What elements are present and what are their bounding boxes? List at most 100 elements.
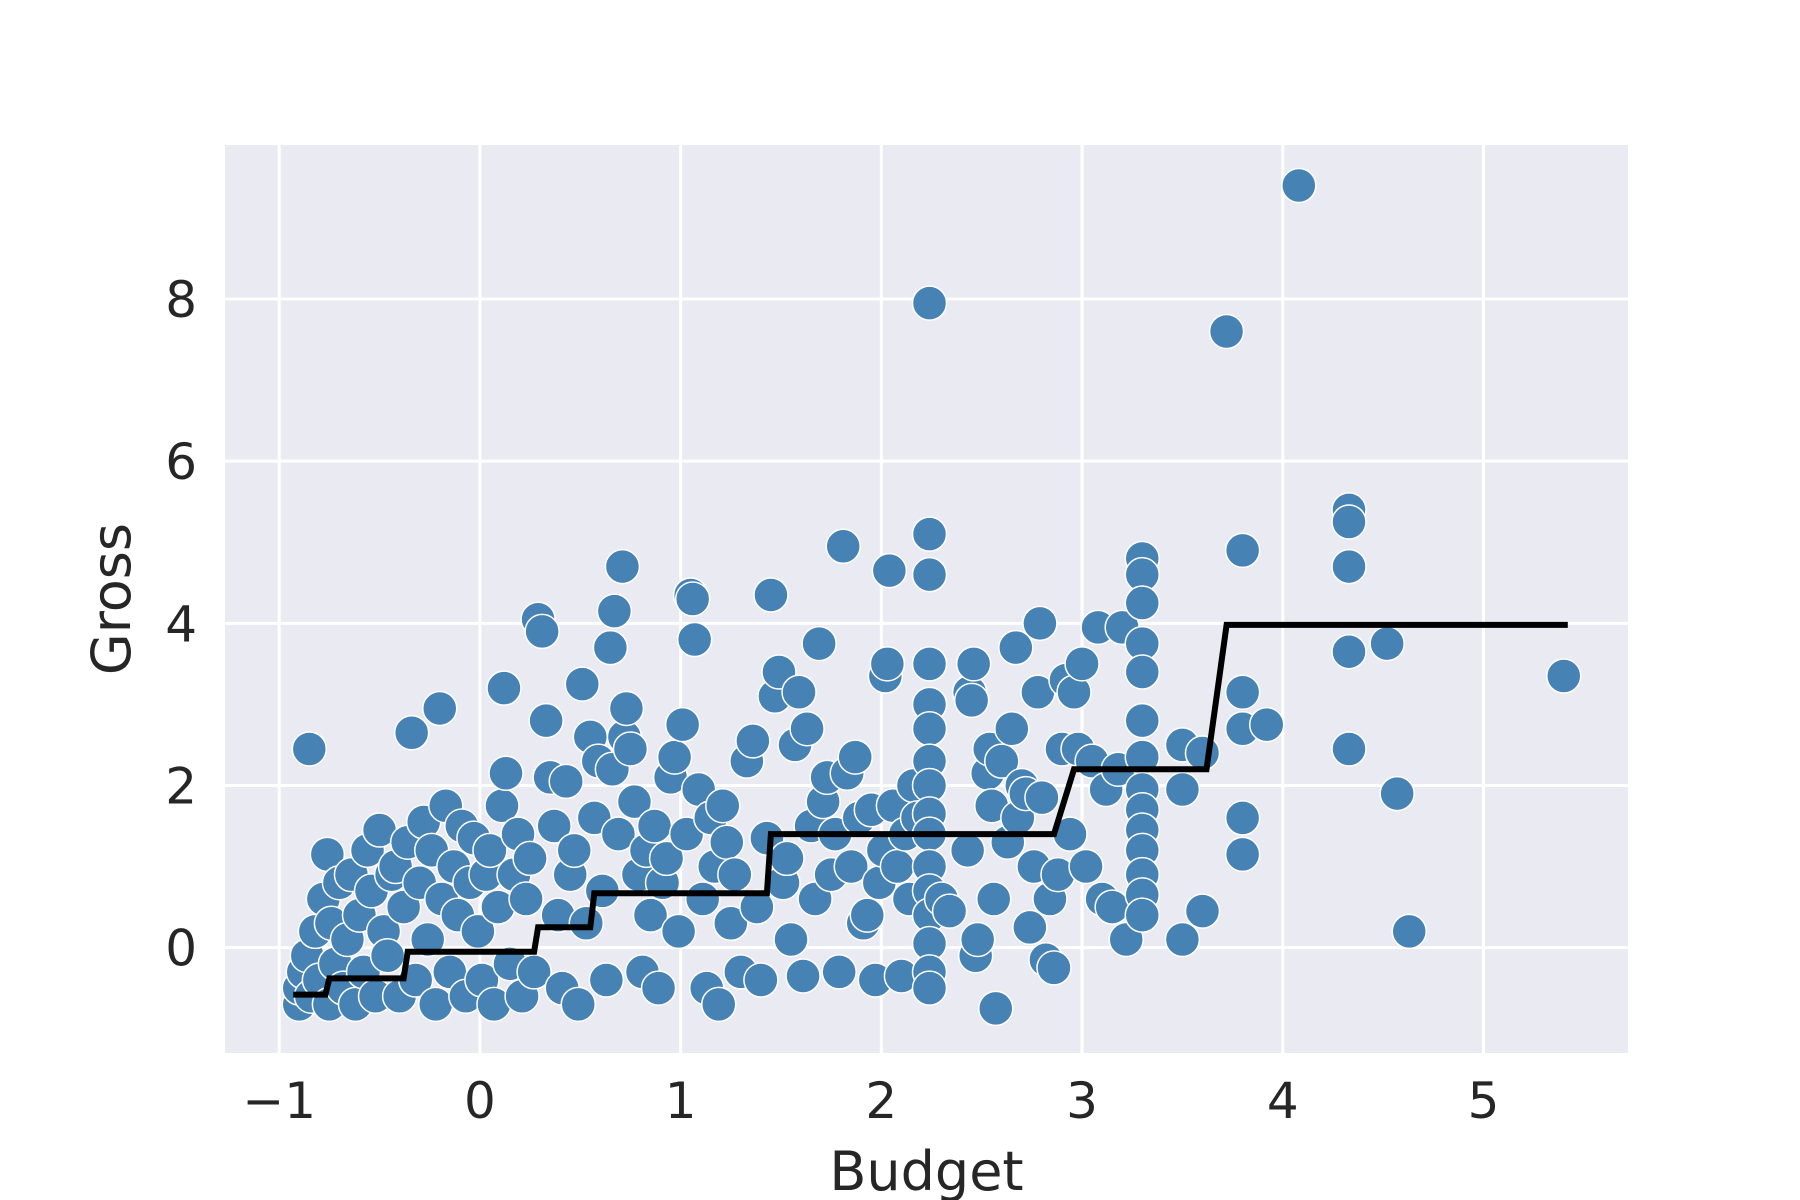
scatter-point bbox=[953, 682, 990, 719]
scatter-point bbox=[674, 581, 711, 617]
scatter-point bbox=[984, 743, 1020, 779]
scatter-point bbox=[1224, 674, 1261, 710]
scatter-points bbox=[281, 167, 1582, 1027]
scatter-point bbox=[849, 897, 886, 933]
scatter-point bbox=[869, 646, 906, 682]
scatter-point bbox=[801, 625, 837, 662]
scatter-point bbox=[656, 739, 693, 775]
x-tick-label: 2 bbox=[865, 1072, 897, 1130]
scatter-point bbox=[837, 739, 873, 775]
scatter-point bbox=[821, 954, 857, 990]
x-tick-label: 5 bbox=[1468, 1072, 1500, 1130]
scatter-point bbox=[994, 710, 1030, 747]
scatter-point bbox=[1208, 313, 1245, 350]
y-axis-label: Gross bbox=[80, 523, 143, 675]
scatter-point bbox=[1331, 731, 1367, 767]
scatter-point bbox=[564, 666, 601, 702]
scatter-point bbox=[825, 528, 861, 565]
scatter-point bbox=[911, 516, 948, 552]
scatter-point bbox=[1068, 848, 1104, 885]
scatter-point bbox=[705, 787, 741, 824]
scatter-point bbox=[1281, 167, 1317, 204]
y-tick-label: 6 bbox=[165, 433, 197, 491]
scatter-point bbox=[291, 731, 328, 767]
scatter-point bbox=[911, 285, 948, 321]
scatter-point bbox=[472, 832, 508, 869]
scatter-point bbox=[1369, 625, 1405, 662]
scatter-point bbox=[977, 990, 1014, 1027]
scatter-point bbox=[636, 808, 673, 844]
scatter-point bbox=[608, 690, 645, 727]
scatter-point bbox=[422, 690, 458, 727]
scatter-point bbox=[596, 593, 633, 629]
scatter-point bbox=[709, 824, 745, 860]
scatter-point bbox=[632, 897, 669, 933]
scatter-point bbox=[911, 556, 948, 593]
scatter-point bbox=[524, 613, 560, 650]
scatter-point bbox=[1184, 735, 1221, 771]
scatter-point bbox=[1184, 893, 1221, 929]
scatter-point bbox=[1224, 836, 1261, 873]
scatter-point bbox=[1124, 654, 1161, 690]
scatter-point bbox=[1224, 800, 1261, 836]
y-tick-label: 2 bbox=[165, 757, 197, 815]
scatter-point bbox=[998, 629, 1034, 666]
scatter-point bbox=[612, 731, 649, 767]
x-tick-label: 3 bbox=[1066, 1072, 1098, 1130]
scatter-point bbox=[409, 921, 446, 958]
x-tick-label: 4 bbox=[1267, 1072, 1299, 1130]
scatter-point bbox=[460, 913, 496, 950]
scatter-point bbox=[1546, 658, 1582, 694]
scatter-point bbox=[753, 577, 789, 613]
scatter-point bbox=[717, 856, 753, 893]
scatter-point bbox=[955, 646, 992, 682]
scatter-point bbox=[664, 706, 701, 743]
scatter-point bbox=[1331, 633, 1367, 670]
scatter-point bbox=[735, 723, 771, 759]
scatter-point bbox=[556, 832, 592, 869]
scatter-point bbox=[911, 646, 948, 682]
scatter-point bbox=[701, 986, 737, 1023]
scatter-point bbox=[528, 702, 564, 739]
scatter-point bbox=[1036, 950, 1072, 986]
scatter-point bbox=[1379, 775, 1415, 812]
scatter-point bbox=[879, 848, 916, 885]
scatter-point bbox=[789, 710, 825, 747]
scatter-point bbox=[739, 889, 775, 925]
scatter-point bbox=[1391, 913, 1427, 950]
scatter-point bbox=[1064, 646, 1100, 682]
scatter-point bbox=[560, 986, 597, 1023]
scatter-point bbox=[616, 783, 653, 820]
scatter-point bbox=[588, 962, 625, 998]
scatter-point bbox=[660, 913, 697, 950]
scatter-point bbox=[488, 755, 524, 792]
scatter-point bbox=[486, 670, 522, 706]
y-axis-ticks: 0 2 4 6 8 bbox=[165, 271, 197, 978]
scatter-point bbox=[640, 970, 677, 1006]
scatter-point bbox=[516, 954, 552, 990]
scatter-point bbox=[592, 629, 629, 666]
x-axis-ticks: −1 0 1 2 3 4 5 bbox=[242, 1072, 1499, 1130]
step-line bbox=[293, 621, 1568, 998]
scatter-point bbox=[512, 840, 548, 877]
scatter-point bbox=[911, 710, 948, 747]
scatter-point bbox=[713, 905, 749, 942]
scatter-point bbox=[785, 958, 821, 994]
scatter-point bbox=[1094, 889, 1130, 925]
y-tick-label: 8 bbox=[165, 271, 197, 329]
scatter-point bbox=[536, 808, 572, 844]
scatter-point bbox=[1224, 532, 1261, 569]
scatter-point bbox=[684, 881, 721, 917]
scatter-point bbox=[1124, 585, 1161, 621]
scatter-point bbox=[600, 816, 637, 852]
x-tick-label: 1 bbox=[665, 1072, 697, 1130]
x-tick-label: 0 bbox=[464, 1072, 496, 1130]
x-axis-label: Budget bbox=[829, 1140, 1023, 1200]
scatter-point bbox=[1024, 779, 1060, 816]
scatter-point bbox=[833, 848, 869, 885]
scatter-point bbox=[769, 840, 805, 877]
scatter-point bbox=[1124, 897, 1161, 933]
scatter-point bbox=[1012, 909, 1048, 946]
y-tick-label: 0 bbox=[165, 920, 197, 978]
